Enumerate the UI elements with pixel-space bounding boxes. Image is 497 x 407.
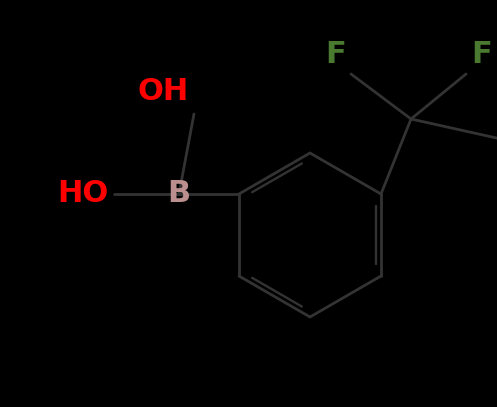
Text: F: F [325, 40, 346, 69]
Text: F: F [471, 40, 492, 69]
Text: B: B [167, 179, 190, 208]
Text: OH: OH [138, 77, 189, 106]
Text: HO: HO [58, 179, 109, 208]
